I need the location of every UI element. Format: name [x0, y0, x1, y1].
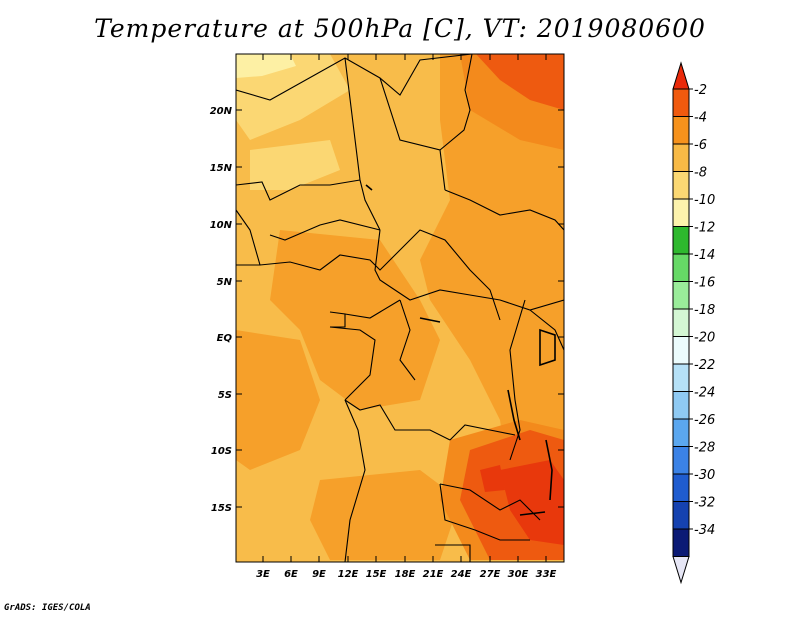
field-cool-strip — [250, 140, 340, 190]
field-coolest-corner — [236, 54, 296, 78]
colorbar-segment — [672, 418, 690, 447]
colorbar-label: -6 — [694, 138, 707, 153]
field-hotter-patch — [480, 465, 505, 492]
map-frame — [235, 53, 565, 563]
colorbar-label: -16 — [694, 276, 715, 291]
colorbar-segment — [672, 116, 690, 145]
colorbar-label: -14 — [694, 248, 715, 263]
field-hot-northeast — [476, 54, 564, 110]
colorbar-segment — [672, 391, 690, 420]
lat-label: 20N — [210, 106, 233, 117]
colorbar-label: -24 — [694, 386, 715, 401]
map-title: Temperature at 500hPa [C], VT: 201908060… — [94, 14, 706, 43]
axis-ticks — [236, 54, 564, 562]
lon-label: 3E — [256, 569, 270, 580]
lon-label: 9E — [312, 569, 326, 580]
colorbar-label: -10 — [694, 193, 715, 208]
field-hotter-southeast — [500, 460, 564, 545]
lon-label: 21E — [423, 569, 444, 580]
colorbar-label: -28 — [694, 441, 715, 456]
colorbar-label: -2 — [694, 83, 707, 98]
lat-label: 5S — [218, 390, 232, 401]
latitude-labels: 20N 15N 10N 5N EQ 5S 10S 15S — [210, 106, 233, 514]
colorbar-segment — [672, 473, 690, 502]
lat-label: 5N — [217, 277, 233, 288]
field-warm-west — [236, 330, 320, 470]
colorbar-segment — [672, 171, 690, 200]
lon-label: 15E — [366, 569, 387, 580]
colorbar-label: -8 — [694, 166, 707, 181]
longitude-labels: 3E 6E 9E 12E 15E 18E 21E 24E 27E 30E 33E — [256, 569, 556, 580]
colorbar-label: -18 — [694, 303, 715, 318]
lakes — [365, 184, 556, 516]
colorbar-label: -26 — [694, 413, 715, 428]
colorbar-label: -22 — [694, 358, 715, 373]
colorbar-label: -30 — [694, 468, 715, 483]
lat-label: EQ — [217, 333, 233, 344]
colorbar-segment — [672, 88, 690, 117]
colorbar-bottom-triangle — [672, 556, 690, 585]
lon-label: 33E — [536, 569, 557, 580]
colorbar-segment — [672, 143, 690, 172]
colorbar-segment — [672, 446, 690, 475]
colorbar-segment — [672, 198, 690, 227]
colorbar-segment — [672, 363, 690, 392]
colorbar-label: -12 — [694, 221, 715, 236]
grads-credit: GrADS: IGES/COLA — [4, 603, 91, 613]
field-warm-central — [270, 230, 440, 410]
lon-label: 24E — [451, 569, 472, 580]
lon-label: 18E — [395, 569, 416, 580]
lat-label: 10S — [211, 446, 232, 457]
colorbar-top-triangle — [672, 61, 690, 90]
colorbar-segment — [672, 501, 690, 530]
lat-label: 15S — [211, 503, 232, 514]
lon-label: 12E — [338, 569, 359, 580]
lat-label: 15N — [210, 163, 233, 174]
colorbar-segment — [672, 336, 690, 365]
colorbar-segment — [672, 226, 690, 255]
lon-label: 6E — [284, 569, 298, 580]
lon-label: 27E — [480, 569, 501, 580]
colorbar-label: -20 — [694, 331, 715, 346]
lon-label: 30E — [508, 569, 529, 580]
colorbar-segment — [672, 253, 690, 282]
lat-label: 10N — [210, 220, 233, 231]
colorbar-label: -34 — [694, 523, 715, 538]
colorbar: -2 -4 -6 -8 -10 -12 -14 -16 -18 -20 -22 -24 -26 -28 -3… — [672, 61, 715, 585]
colorbar-label: -32 — [694, 496, 715, 511]
field-warm-south — [310, 470, 460, 560]
country-borders — [236, 54, 564, 562]
temperature-map — [236, 54, 564, 562]
colorbar-segment — [672, 281, 690, 310]
field-cool-north — [236, 54, 350, 140]
colorbar-segment — [672, 528, 690, 557]
colorbar-label: -4 — [694, 111, 707, 126]
colorbar-segment — [672, 308, 690, 337]
